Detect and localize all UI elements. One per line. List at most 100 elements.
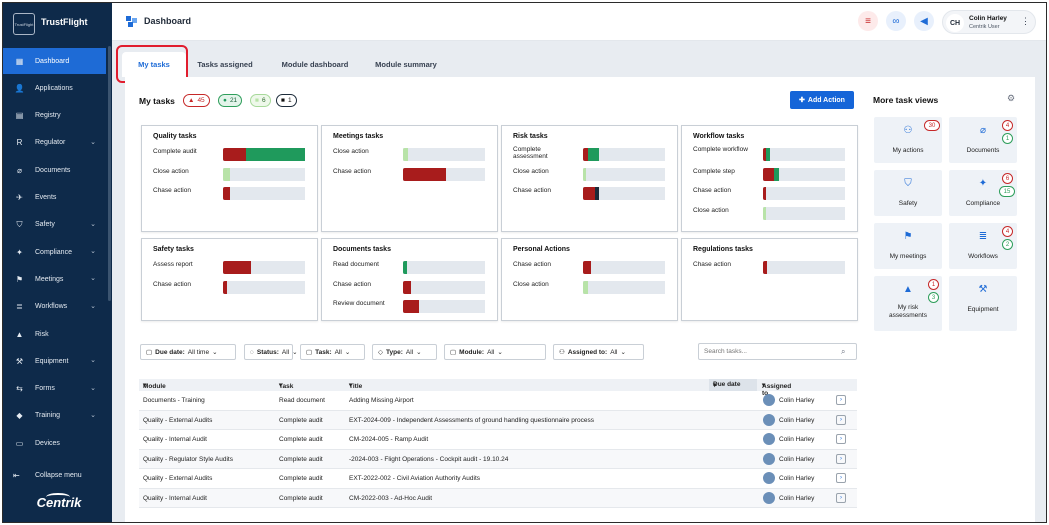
chevron-right-icon[interactable]: › — [836, 473, 846, 483]
task-row[interactable]: Chase action — [693, 187, 855, 200]
col-title[interactable]: Title ▾ — [349, 382, 363, 390]
task-row[interactable]: Complete audit — [153, 148, 315, 161]
cell-title[interactable]: Adding Missing Airport — [349, 397, 414, 404]
tile-my-actions[interactable]: ⚇ My actions 30 — [874, 117, 942, 163]
task-row[interactable]: Close action — [693, 206, 855, 220]
task-row[interactable]: Complete step — [693, 167, 855, 181]
tile-my-meetings[interactable]: ⚑ My meetings — [874, 223, 942, 269]
filter-module[interactable]: ▢ Module: All ⌄ — [444, 344, 546, 360]
add-action-button[interactable]: ✚ Add Action — [790, 91, 854, 109]
task-row[interactable]: Chase action — [153, 280, 315, 294]
tab-tasks-assigned[interactable]: Tasks assigned — [197, 60, 253, 69]
task-row[interactable]: Close action — [333, 148, 495, 161]
user-menu[interactable]: CH Colin Harley Centrik User ⋮ — [942, 10, 1036, 34]
progress-track — [403, 280, 485, 294]
table-row[interactable]: Quality - Internal Audit Complete audit CM… — [139, 488, 857, 508]
table-row[interactable]: Quality - Regulator Style Audits Complete… — [139, 449, 857, 469]
filter-due-date[interactable]: ▢ Due date: All time ⌄ — [140, 344, 236, 360]
task-row[interactable]: Chase action — [513, 187, 675, 200]
task-row[interactable]: Close action — [513, 167, 675, 181]
tile-compliance[interactable]: ✦ Compliance 6 15 — [949, 170, 1017, 216]
tab-module-summary[interactable]: Module summary — [375, 60, 437, 69]
task-row[interactable]: Chase action — [333, 280, 495, 294]
sidebar-item-compliance[interactable]: ✦ Compliance ⌄ — [3, 239, 106, 265]
chevron-right-icon[interactable]: › — [836, 414, 846, 425]
tile-equipment[interactable]: ⚒ Equipment — [949, 276, 1017, 331]
tab-my-tasks[interactable]: My tasks — [122, 52, 186, 77]
progress-segment-red — [223, 280, 228, 294]
sidebar-item-risk[interactable]: ▲ Risk — [3, 321, 106, 347]
sidebar-item-training[interactable]: ◆ Training ⌄ — [3, 403, 106, 429]
tile-my-risk-assessments[interactable]: ▲ My risk assessments 1 3 — [874, 276, 942, 331]
sidebar-item-safety[interactable]: ⛉ Safety ⌄ — [3, 212, 106, 238]
on-track-count-badge[interactable]: ● 21 — [218, 94, 243, 107]
col-assigned[interactable]: Assigned to ▾ — [762, 382, 792, 397]
table-row[interactable]: Quality - Internal Audit Complete audit CM… — [139, 430, 857, 450]
task-row[interactable]: Complete workflow — [693, 146, 855, 161]
col-module[interactable]: Module ▾ — [143, 382, 166, 390]
chevron-right-icon[interactable]: › — [836, 453, 846, 464]
col-task[interactable]: Task ▾ — [279, 382, 294, 390]
sidebar-item-meetings[interactable]: ⚑ Meetings ⌄ — [3, 266, 106, 292]
search-input[interactable] — [698, 343, 857, 360]
table-row[interactable]: Quality - External Audits Complete audit E… — [139, 410, 857, 430]
overdue-count-badge[interactable]: ▲ 45 — [183, 94, 210, 107]
chevron-right-icon[interactable]: › — [836, 492, 846, 503]
filter-type[interactable]: ◇ Type: All ⌄ — [372, 344, 437, 360]
task-row[interactable]: Complete assessment — [513, 146, 675, 161]
filter-task[interactable]: ▢ Task: All ⌄ — [300, 344, 365, 360]
kebab-menu-icon[interactable]: ⋮ — [1021, 16, 1030, 26]
cell-title[interactable]: CM-2024-005 - Ramp Audit — [349, 436, 429, 443]
task-row[interactable]: Assess report — [153, 261, 315, 274]
task-row[interactable]: Chase action — [153, 187, 315, 200]
collapse-menu-button[interactable]: ⇤ Collapse menu — [3, 465, 106, 485]
sidebar-item-dashboard[interactable]: ▦ Dashboard — [3, 48, 106, 74]
other-count-badge[interactable]: ■ 1 — [276, 94, 297, 107]
progress-segment-red — [583, 148, 588, 161]
task-row[interactable]: Close action — [513, 280, 675, 294]
sidebar-item-equipment[interactable]: ⚒ Equipment ⌄ — [3, 348, 106, 374]
upcoming-count-badge[interactable]: ■ 6 — [250, 94, 271, 107]
dashboard-icon: ▦ — [15, 56, 24, 66]
cell-title[interactable]: EXT-2022-002 - Civil Aviation Authority … — [349, 475, 481, 482]
gear-icon[interactable]: ⚙ — [1007, 93, 1016, 103]
graduation-icon: ◆ — [16, 411, 23, 421]
chevron-right-icon[interactable]: › — [836, 395, 846, 405]
filter-status[interactable]: ◌ Status: All ⌄ — [244, 344, 298, 360]
task-row[interactable]: Review document — [333, 300, 495, 313]
task-row[interactable]: Chase action — [693, 261, 855, 274]
chevron-right-icon[interactable]: › — [836, 434, 846, 444]
sidebar-item-label: Forms — [35, 385, 55, 393]
table-row[interactable]: Documents - Training Read document Adding … — [139, 391, 857, 411]
task-row[interactable]: Read document — [333, 261, 495, 274]
sidebar-item-registry[interactable]: ▤ Registry — [3, 103, 106, 129]
sidebar-item-applications[interactable]: 👤 Applications — [3, 75, 106, 101]
my-tasks-title: My tasks — [139, 96, 175, 106]
dashboard-icon — [126, 16, 137, 27]
tile-safety[interactable]: ⛉ Safety — [874, 170, 942, 216]
sidebar-item-regulator[interactable]: R Regulator ⌄ — [3, 130, 106, 156]
task-row[interactable]: Chase action — [513, 261, 675, 274]
sidebar-scrollbar[interactable] — [108, 46, 111, 301]
task-row[interactable]: Close action — [153, 167, 315, 181]
sidebar-item-events[interactable]: ✈ Events — [3, 185, 106, 211]
filter-assigned-to[interactable]: ⚇ Assigned to: All ⌄ — [553, 344, 644, 360]
announcements-button[interactable]: ◀ — [914, 11, 934, 31]
tab-module-dashboard[interactable]: Module dashboard — [281, 60, 349, 69]
sidebar-item-documents[interactable]: ⌀ Documents — [3, 157, 106, 183]
progress-track — [763, 261, 845, 274]
col-due-label: Due date — [713, 381, 741, 388]
sidebar-item-forms[interactable]: ⇆ Forms ⌄ — [3, 376, 106, 402]
cell-title[interactable]: -2024-003 - Flight Operations - Cockpit … — [349, 455, 509, 463]
table-row[interactable]: Quality - External Audits Complete audit E… — [139, 469, 857, 489]
tile-documents[interactable]: ⌀ Documents 4 1 — [949, 117, 1017, 163]
cell-title[interactable]: CM-2022-003 - Ad-Hoc Audit — [349, 494, 433, 502]
sidebar-item-workflows[interactable]: ≣ Workflows ⌄ — [3, 294, 106, 320]
cell-title[interactable]: EXT-2024-009 - Independent Assessments o… — [349, 416, 594, 424]
link-button[interactable]: ∞ — [886, 11, 906, 31]
database-button[interactable]: ≡ — [858, 11, 878, 31]
task-row[interactable]: Chase action — [333, 167, 495, 181]
sidebar-item-devices[interactable]: ▭ Devices — [3, 430, 106, 456]
col-due-date[interactable]: Due date ▾ — [709, 379, 757, 391]
tile-workflows[interactable]: ≣ Workflows 4 2 — [949, 223, 1017, 269]
